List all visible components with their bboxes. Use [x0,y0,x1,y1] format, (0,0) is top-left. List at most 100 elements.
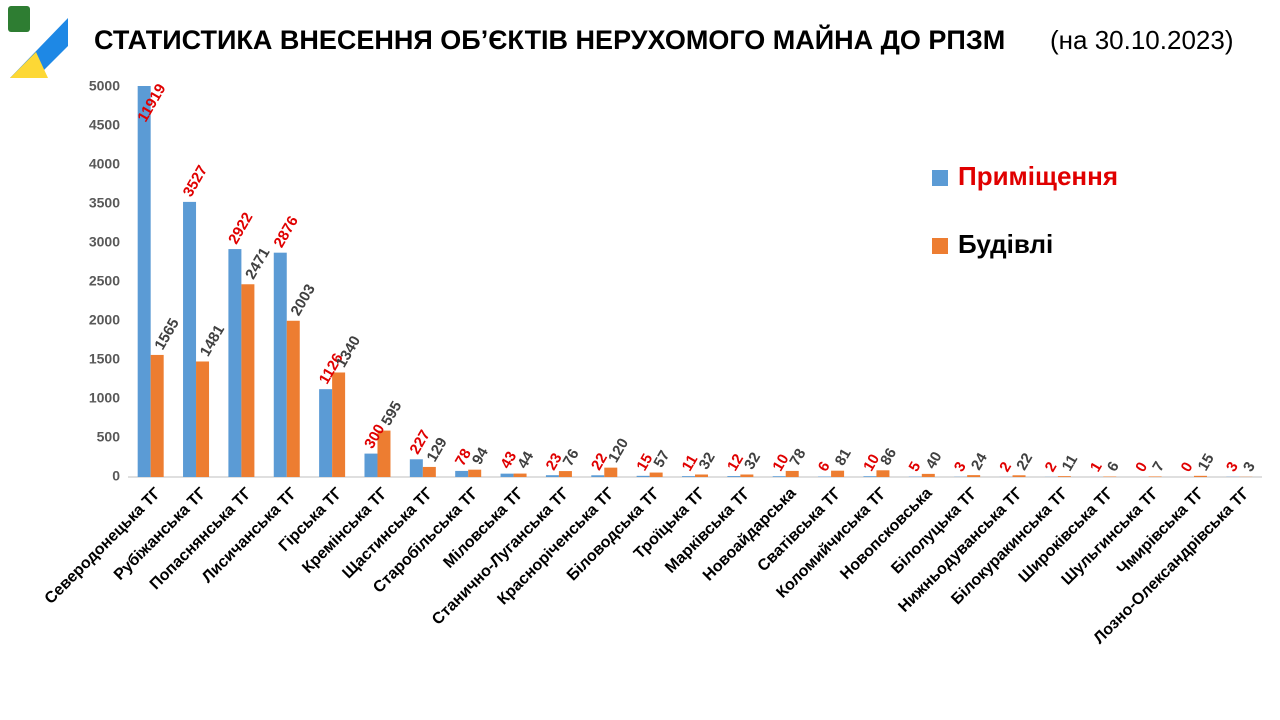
data-label: 86 [877,445,900,468]
data-label: 32 [741,450,764,473]
bar [228,249,242,477]
bar [319,389,333,477]
bar [196,361,210,477]
data-label: 22 [1013,450,1036,473]
bar [1057,476,1071,477]
chart-title: СТАТИСТИКА ВНЕСЕННЯ ОБ’ЄКТІВ НЕРУХОМОГО … [94,24,1005,55]
bar [682,476,695,477]
bar [1193,475,1207,477]
y-tick-label: 4500 [89,117,120,133]
bar [137,86,151,477]
data-label: 81 [832,446,855,469]
data-label: 0 [1132,459,1151,475]
bar [636,475,650,477]
bar [591,475,605,477]
data-label: 6 [1104,459,1123,475]
data-label: 44 [514,448,537,472]
legend-label: Приміщення [958,161,1118,191]
bar [967,475,981,477]
bar [241,284,255,477]
y-tick-label: 0 [112,468,120,484]
y-tick-label: 1000 [89,390,120,406]
data-label: 2471 [242,245,273,282]
data-label: 2 [1042,459,1061,475]
data-label: 2003 [287,281,318,318]
legend: Приміщення Будівлі [932,161,1118,259]
bar [558,471,572,477]
bar [150,354,164,477]
bar [409,459,423,477]
bar [876,470,890,477]
bar [831,470,845,477]
x-tick-label: Міловська ТГ [440,485,527,572]
data-label: 11 [1059,452,1082,474]
legend-swatch [932,170,948,186]
bar [286,320,300,477]
data-label: 10 [769,451,792,474]
bar [273,252,287,477]
data-label: 2876 [270,213,301,250]
bar [604,467,618,477]
bar [545,475,559,477]
data-label: 40 [922,449,945,472]
data-label: 5 [905,459,924,475]
bar [364,453,378,477]
data-label: 7 [1149,459,1168,475]
data-label: 22 [588,450,611,473]
data-label: 15 [633,451,656,474]
bar [500,473,514,477]
data-label: 57 [650,448,673,471]
bar [332,372,346,477]
data-label: 2 [996,459,1015,475]
bar [422,466,436,477]
bar [772,476,786,477]
y-tick-label: 1500 [89,351,120,367]
bar [740,474,754,477]
data-label: 3 [951,459,970,475]
bar [727,476,741,477]
data-label: 78 [786,446,809,469]
logo [8,6,68,78]
y-tick-label: 3500 [89,195,120,211]
bar [863,476,877,477]
legend-swatch [932,238,948,254]
data-label: 94 [469,444,492,468]
bar [921,473,935,477]
bar [377,430,391,477]
data-label: 595 [378,398,405,428]
bar [649,472,663,477]
y-tick-label: 2500 [89,273,120,289]
data-label: 76 [560,446,583,469]
data-label: 32 [696,450,719,473]
y-tick-label: 4000 [89,156,120,172]
data-label: 2922 [225,210,256,247]
data-label: 78 [452,446,475,469]
data-label: 12 [724,451,747,474]
data-label: 0 [1178,459,1197,475]
chart-subtitle: (на 30.10.2023) [1050,25,1234,55]
data-label: 10 [860,451,883,474]
bar [785,470,799,477]
data-label: 1 [1087,459,1106,475]
data-label: 1340 [333,333,364,370]
plot-area [137,86,1253,478]
bar [455,470,469,477]
bar [513,473,527,477]
data-label: 1565 [151,316,182,353]
legend-label: Будівлі [958,229,1053,259]
data-label: 3527 [180,162,211,199]
data-label: 23 [543,450,566,473]
data-label: 1481 [197,322,228,359]
data-label: 11 [679,452,702,474]
y-tick-label: 2000 [89,312,120,328]
data-label: 15 [1195,451,1218,474]
x-tick-label: Сватівська ТГ [755,485,845,575]
bar [468,469,482,477]
data-label: 24 [968,450,991,474]
y-tick-label: 5000 [89,78,120,94]
bar [1148,476,1162,477]
bar [695,474,708,477]
y-tick-label: 500 [97,429,121,445]
data-label: 6 [815,459,834,475]
